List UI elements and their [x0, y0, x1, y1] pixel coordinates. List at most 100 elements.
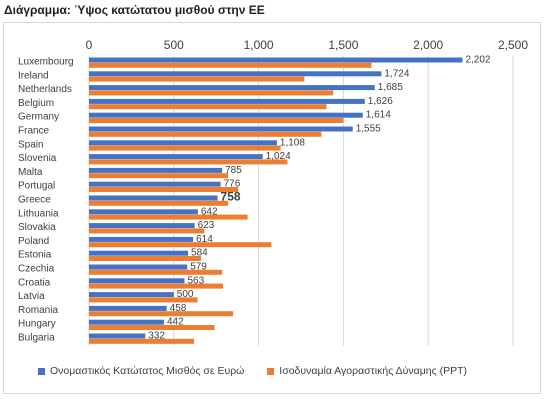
bar-series-1	[89, 104, 327, 110]
x-tick-label: 2,000	[413, 38, 443, 52]
bar-series-1	[89, 145, 281, 151]
bar-series-1	[89, 325, 215, 330]
y-tick-label: Croatia	[18, 277, 51, 288]
x-tick-label: 2,500	[498, 38, 528, 52]
data-label: 1,626	[368, 96, 393, 107]
y-tick-label: Germany	[18, 112, 59, 123]
bar-series-1	[89, 187, 239, 192]
y-tick-label: Bulgaria	[18, 333, 55, 344]
bar-series-0	[89, 223, 195, 229]
chart-frame	[3, 22, 541, 394]
bar-series-0	[89, 292, 174, 298]
y-tick-label: Malta	[18, 167, 43, 178]
legend-label-series-1: Ισοδυναμία Αγοραστικής Δύναμης (PPT)	[279, 365, 467, 377]
data-label: 563	[187, 275, 204, 286]
bar-series-0	[89, 181, 221, 187]
bar-series-1	[89, 269, 223, 275]
y-tick-label: Greece	[18, 195, 51, 206]
bar-series-1	[89, 173, 229, 179]
data-label: 500	[177, 289, 194, 300]
data-label: 1,685	[378, 82, 403, 93]
bar-series-1	[89, 118, 344, 123]
data-label: 332	[148, 331, 165, 342]
bar-series-1	[89, 90, 334, 96]
bar-series-0	[89, 264, 188, 270]
bar-series-0	[89, 250, 189, 256]
y-tick-label: Netherlands	[18, 84, 72, 95]
data-label: 442	[167, 317, 184, 328]
y-tick-label: Lithuania	[18, 208, 59, 219]
data-label: 2,202	[465, 55, 490, 66]
data-label: 758	[221, 190, 241, 204]
bar-series-0	[89, 112, 363, 118]
y-tick-label: Romania	[18, 305, 58, 316]
y-tick-label: Spain	[18, 139, 44, 150]
data-label: 614	[196, 234, 213, 245]
data-label: 1,024	[266, 151, 291, 162]
data-label: 1,108	[280, 137, 305, 148]
legend: Ονομαστικός Κατώτατος Μισθός σε Ευρώ Ισο…	[38, 365, 487, 378]
bar-series-0	[89, 57, 463, 63]
bar-series-0	[89, 167, 223, 173]
bar-series-1	[89, 200, 229, 206]
bar-series-1	[89, 62, 372, 68]
bar-series-1	[89, 297, 198, 303]
bar-series-1	[89, 242, 272, 248]
data-label: 1,614	[366, 110, 391, 121]
y-tick-label: Portugal	[18, 181, 55, 192]
x-tick-label: 0	[86, 38, 93, 52]
bar-series-0	[89, 333, 146, 339]
bar-series-0	[89, 319, 164, 325]
y-tick-label: Hungary	[18, 319, 56, 330]
y-tick-label: France	[18, 126, 50, 137]
legend-swatch-series-0	[38, 367, 45, 375]
bar-series-0	[89, 85, 375, 91]
legend-item-series-0: Ονομαστικός Κατώτατος Μισθός σε Ευρώ	[38, 365, 244, 377]
bar-series-1	[89, 256, 201, 261]
x-tick-label: 500	[164, 38, 184, 52]
bar-series-1	[89, 159, 288, 165]
bar-series-0	[89, 126, 353, 132]
x-tick-label: 1,500	[328, 38, 358, 52]
bar-series-0	[89, 236, 194, 242]
bar-series-1	[89, 311, 234, 317]
data-label: 642	[201, 206, 218, 217]
bar-series-1	[89, 338, 195, 344]
bar-series-1	[89, 76, 305, 82]
data-label: 1,555	[356, 124, 381, 135]
legend-label-series-0: Ονομαστικός Κατώτατος Μισθός σε Ευρώ	[50, 365, 245, 377]
bar-series-1	[89, 283, 223, 289]
bar-series-0	[89, 140, 277, 146]
bar-series-0	[89, 209, 198, 215]
data-label: 785	[225, 165, 242, 176]
bar-series-1	[89, 131, 322, 137]
y-tick-label: Poland	[18, 236, 49, 247]
y-tick-label: Czechia	[18, 264, 55, 275]
x-tick-label: 1,000	[244, 38, 274, 52]
data-label: 776	[224, 179, 241, 190]
data-label: 1,724	[384, 68, 409, 79]
y-tick-label: Latvia	[18, 291, 45, 302]
y-tick-label: Luxembourg	[18, 57, 74, 68]
y-tick-label: Estonia	[18, 250, 52, 261]
legend-item-series-1: Ισοδυναμία Αγοραστικής Δύναμης (PPT)	[267, 365, 467, 377]
bar-series-0	[89, 71, 382, 77]
bar-series-0	[89, 195, 218, 201]
bar-series-0	[89, 154, 263, 160]
data-label: 623	[198, 220, 215, 231]
data-label: 579	[190, 262, 207, 273]
bar-series-0	[89, 98, 365, 104]
chart-title: Διάγραμμα: Ύψος κατώτατου μισθού στην ΕΕ	[4, 3, 265, 17]
data-label: 584	[191, 248, 208, 259]
bar-series-0	[89, 305, 167, 311]
bar-series-1	[89, 214, 248, 220]
bar-series-1	[89, 228, 205, 234]
y-tick-label: Ireland	[18, 70, 49, 81]
bar-series-0	[89, 278, 185, 284]
y-tick-label: Slovakia	[18, 222, 56, 233]
legend-swatch-series-1	[267, 367, 275, 375]
data-label: 458	[170, 303, 187, 314]
y-tick-label: Belgium	[18, 98, 54, 109]
y-tick-label: Slovenia	[18, 153, 57, 164]
